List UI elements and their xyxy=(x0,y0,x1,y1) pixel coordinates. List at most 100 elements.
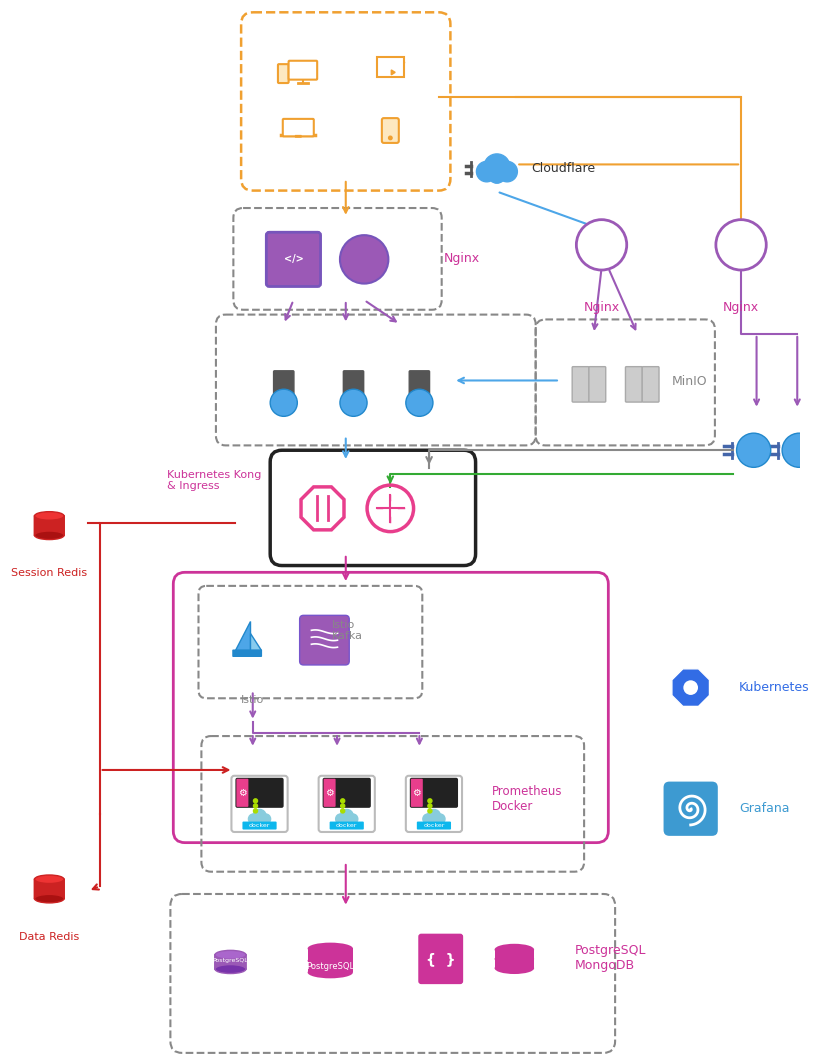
Text: Nginx: Nginx xyxy=(723,301,759,314)
Circle shape xyxy=(253,810,266,822)
Text: Cloudflare: Cloudflare xyxy=(531,162,595,174)
Circle shape xyxy=(406,389,433,416)
Circle shape xyxy=(253,799,258,803)
Text: docker: docker xyxy=(423,824,444,828)
Circle shape xyxy=(428,799,432,803)
Text: Data Redis: Data Redis xyxy=(19,932,79,942)
FancyBboxPatch shape xyxy=(243,821,277,830)
Ellipse shape xyxy=(308,966,353,978)
Circle shape xyxy=(497,162,518,182)
FancyBboxPatch shape xyxy=(267,232,321,286)
Text: ⚙: ⚙ xyxy=(325,787,334,798)
Polygon shape xyxy=(391,70,395,74)
FancyBboxPatch shape xyxy=(495,949,534,968)
FancyBboxPatch shape xyxy=(589,367,606,402)
Circle shape xyxy=(423,814,433,824)
Text: Grafana: Grafana xyxy=(739,802,789,815)
FancyBboxPatch shape xyxy=(642,367,659,402)
FancyBboxPatch shape xyxy=(343,370,364,399)
Circle shape xyxy=(428,804,432,808)
Text: {  }: { } xyxy=(426,952,455,966)
Circle shape xyxy=(782,433,816,467)
Text: PostgreSQL
MongoDB: PostgreSQL MongoDB xyxy=(574,945,646,972)
Circle shape xyxy=(340,235,388,284)
Circle shape xyxy=(249,814,258,824)
FancyBboxPatch shape xyxy=(236,779,249,807)
Ellipse shape xyxy=(35,895,64,903)
FancyBboxPatch shape xyxy=(214,953,247,970)
Circle shape xyxy=(576,219,627,270)
Text: docker: docker xyxy=(249,824,270,828)
Text: PostgreSQL: PostgreSQL xyxy=(306,962,355,970)
FancyBboxPatch shape xyxy=(410,778,458,808)
Ellipse shape xyxy=(495,953,534,965)
FancyBboxPatch shape xyxy=(232,649,262,656)
FancyBboxPatch shape xyxy=(323,779,336,807)
Ellipse shape xyxy=(35,875,64,883)
Text: ⚙: ⚙ xyxy=(412,787,421,798)
FancyBboxPatch shape xyxy=(418,934,463,984)
Ellipse shape xyxy=(35,531,64,539)
Polygon shape xyxy=(250,633,261,650)
FancyBboxPatch shape xyxy=(300,615,349,665)
Text: Kubernetes: Kubernetes xyxy=(739,681,810,694)
Text: Istio: Istio xyxy=(241,696,264,705)
Text: Nginx: Nginx xyxy=(584,301,620,314)
Text: </>: </> xyxy=(284,254,304,264)
Ellipse shape xyxy=(35,512,64,520)
Ellipse shape xyxy=(495,944,534,955)
Circle shape xyxy=(341,799,345,803)
FancyBboxPatch shape xyxy=(231,776,287,832)
Circle shape xyxy=(484,154,510,180)
FancyBboxPatch shape xyxy=(308,948,353,972)
FancyBboxPatch shape xyxy=(295,135,302,137)
Text: docker: docker xyxy=(336,824,357,828)
Text: Session Redis: Session Redis xyxy=(12,568,87,579)
FancyBboxPatch shape xyxy=(625,367,642,402)
FancyBboxPatch shape xyxy=(34,878,65,899)
Circle shape xyxy=(340,389,367,416)
FancyBboxPatch shape xyxy=(273,370,294,399)
Text: Kubernetes Kong
& Ingress: Kubernetes Kong & Ingress xyxy=(168,469,262,492)
Text: Istio
Kafka: Istio Kafka xyxy=(332,620,363,642)
FancyBboxPatch shape xyxy=(416,821,451,830)
Text: MinIO: MinIO xyxy=(672,375,707,387)
FancyBboxPatch shape xyxy=(406,776,462,832)
FancyBboxPatch shape xyxy=(289,61,317,80)
Circle shape xyxy=(261,814,271,824)
FancyBboxPatch shape xyxy=(330,821,364,830)
Text: Nginx: Nginx xyxy=(444,251,480,265)
FancyBboxPatch shape xyxy=(382,118,399,143)
Ellipse shape xyxy=(495,963,534,974)
Circle shape xyxy=(336,814,346,824)
FancyBboxPatch shape xyxy=(323,778,371,808)
Polygon shape xyxy=(672,669,709,706)
FancyBboxPatch shape xyxy=(278,64,289,83)
Circle shape xyxy=(737,433,771,467)
Circle shape xyxy=(435,814,445,824)
Ellipse shape xyxy=(215,965,246,974)
Circle shape xyxy=(477,162,497,182)
FancyBboxPatch shape xyxy=(663,782,718,836)
Circle shape xyxy=(428,809,432,813)
Circle shape xyxy=(489,166,505,183)
Circle shape xyxy=(341,804,345,808)
Circle shape xyxy=(716,219,766,270)
Circle shape xyxy=(341,809,345,813)
FancyBboxPatch shape xyxy=(34,515,65,536)
Text: PostgreSQL: PostgreSQL xyxy=(212,959,249,963)
Polygon shape xyxy=(235,621,250,650)
FancyBboxPatch shape xyxy=(409,370,430,399)
FancyBboxPatch shape xyxy=(572,367,589,402)
Text: Prometheus
Docker: Prometheus Docker xyxy=(492,784,563,813)
FancyBboxPatch shape xyxy=(270,450,476,566)
Circle shape xyxy=(388,136,392,139)
FancyBboxPatch shape xyxy=(319,776,374,832)
FancyBboxPatch shape xyxy=(377,56,403,78)
Circle shape xyxy=(253,804,258,808)
Circle shape xyxy=(270,389,297,416)
Ellipse shape xyxy=(215,950,246,960)
Circle shape xyxy=(253,809,258,813)
FancyBboxPatch shape xyxy=(411,779,423,807)
FancyBboxPatch shape xyxy=(235,778,284,808)
